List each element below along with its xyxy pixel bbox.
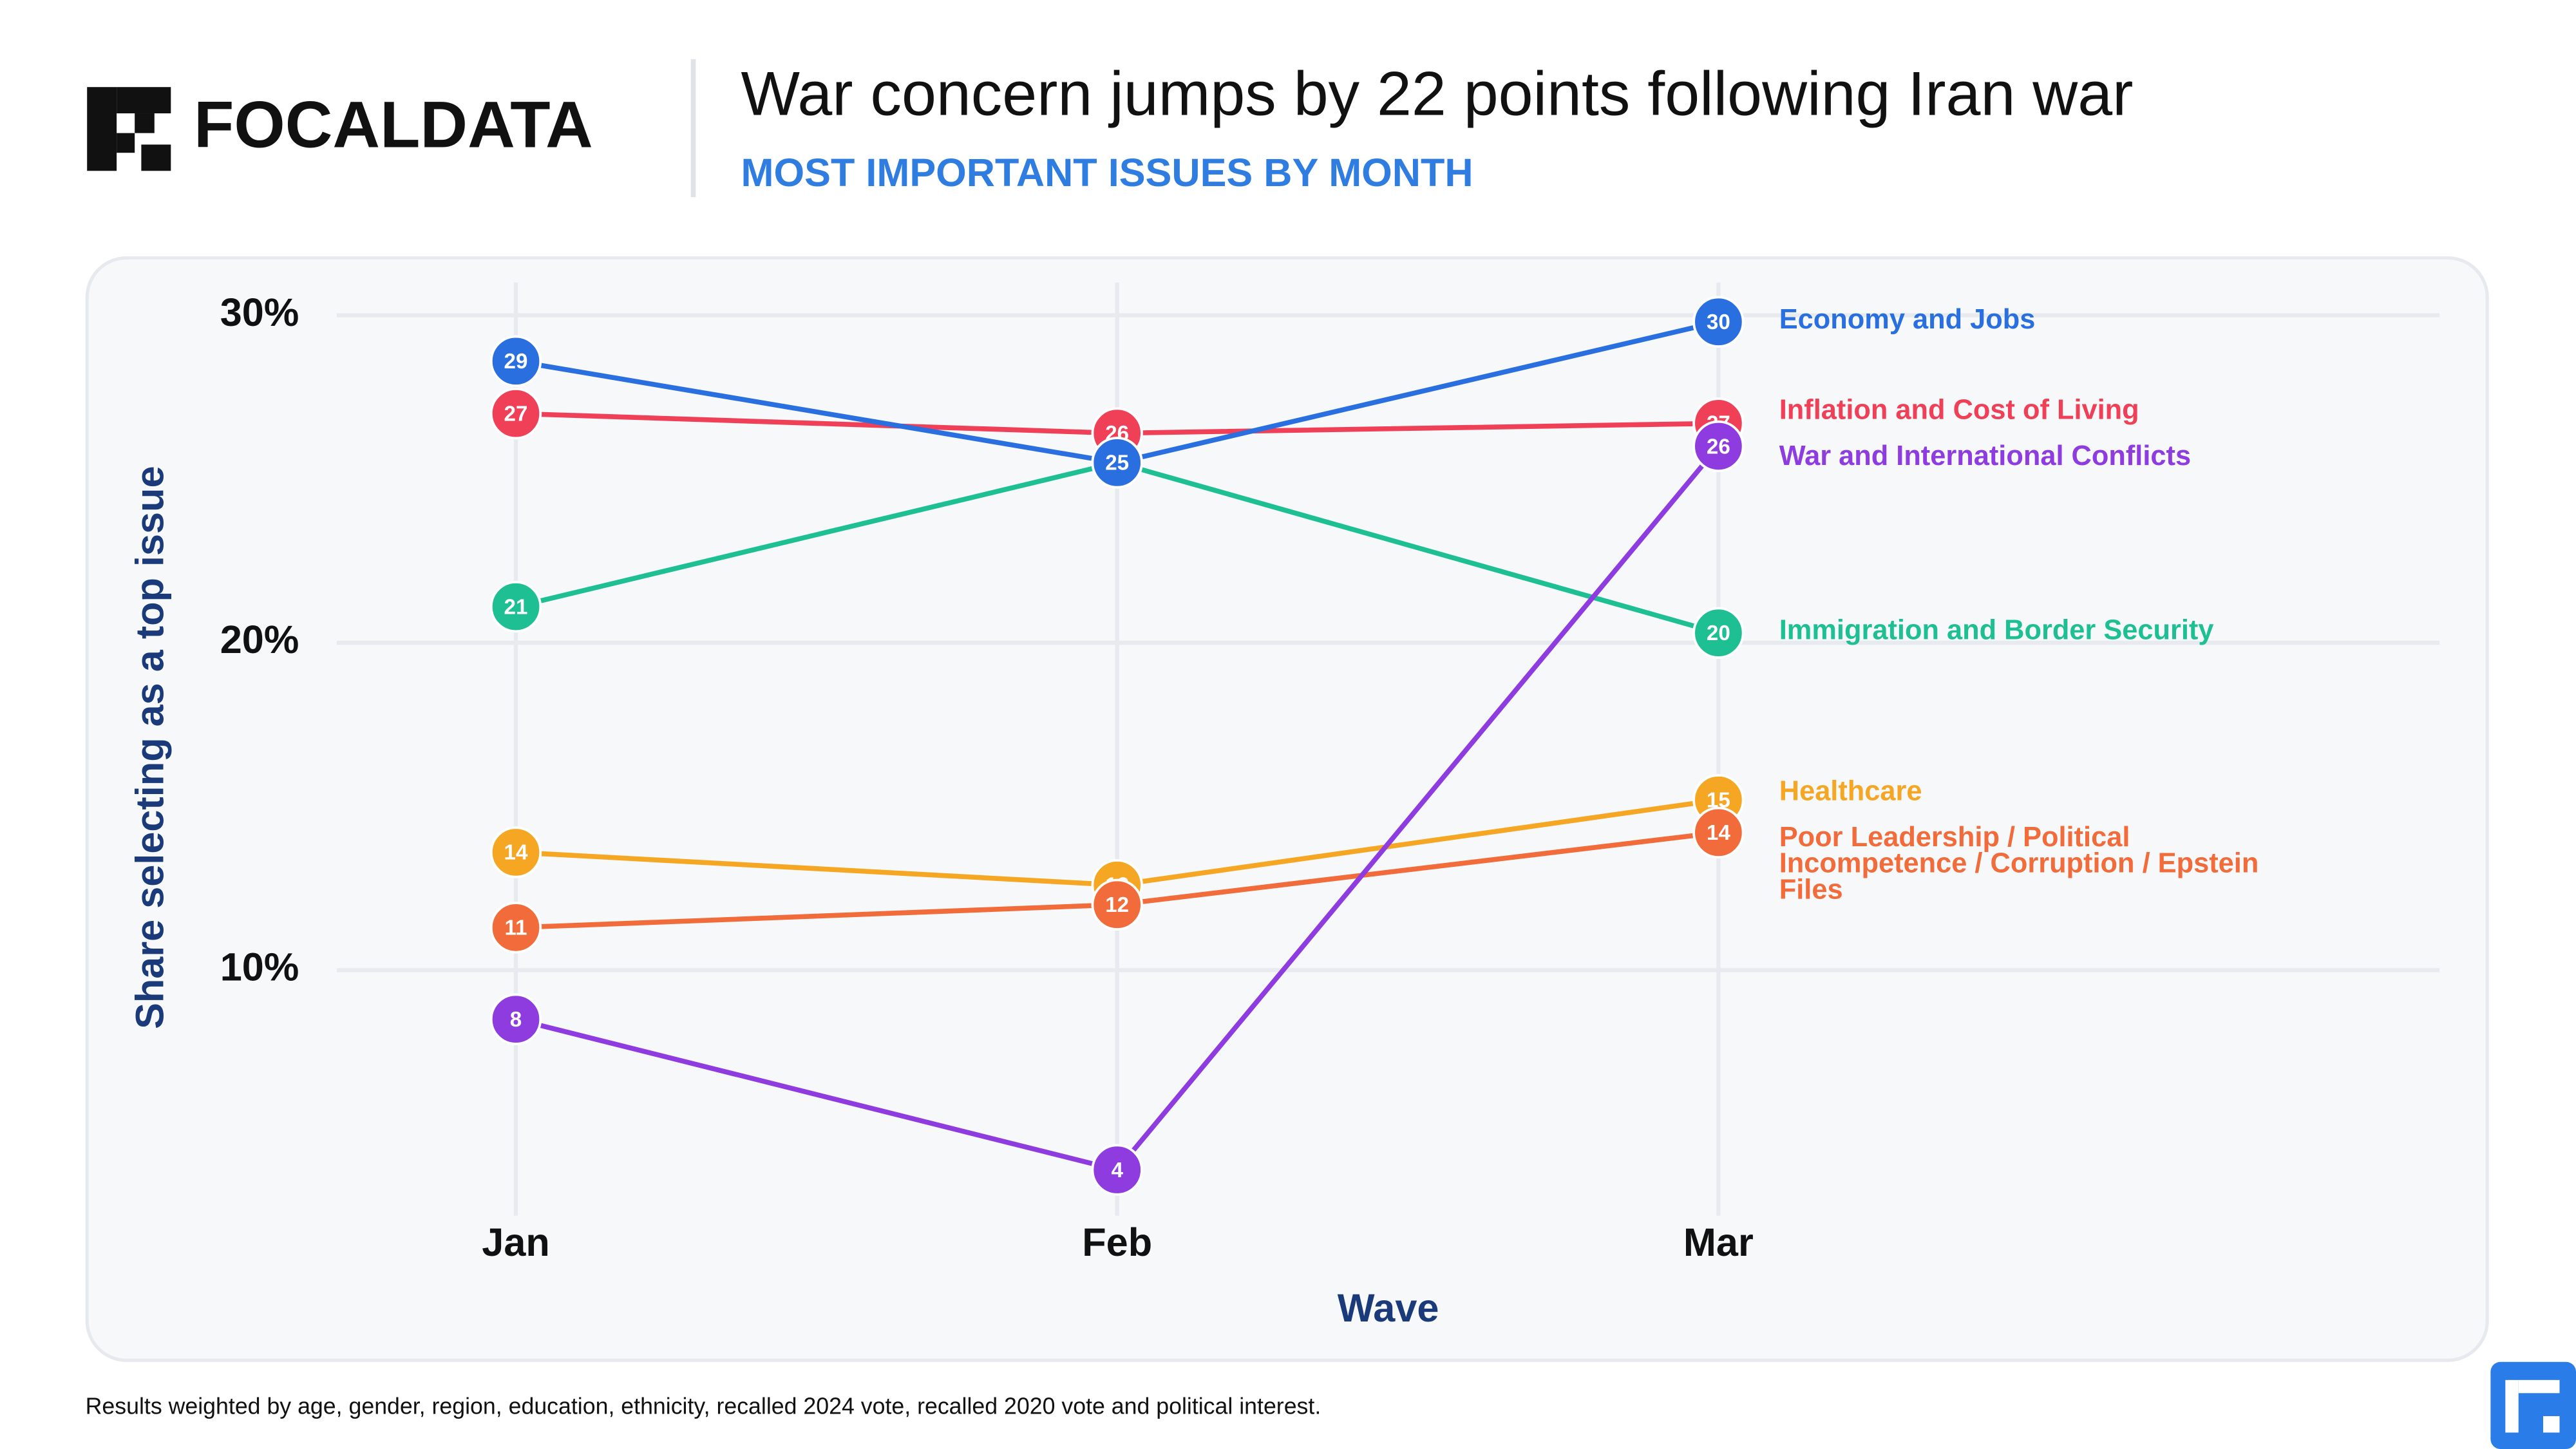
data-point <box>489 826 542 878</box>
data-label: 14 <box>1707 821 1730 845</box>
data-point <box>1091 437 1143 489</box>
data-point <box>489 993 542 1045</box>
data-label: 8 <box>510 1008 522 1032</box>
series-name: Healthcare <box>1779 778 1922 807</box>
data-point <box>1091 1144 1143 1196</box>
data-label: 27 <box>504 402 528 426</box>
y-axis-label: Share selecting as a top issue <box>128 466 171 1028</box>
y-tick-label: 20% <box>220 618 299 661</box>
series-label: Economy and Jobs <box>1779 307 2036 336</box>
data-label: 4 <box>1111 1159 1123 1182</box>
data-point <box>489 580 542 633</box>
chart-subtitle: MOST IMPORTANT ISSUES BY MONTH <box>741 151 1473 194</box>
x-tick-label: Mar <box>1683 1220 1754 1264</box>
data-label: 14 <box>504 841 528 865</box>
data-label: 30 <box>1707 310 1730 334</box>
series-label: War and International Conflicts <box>1779 442 2192 471</box>
series-name: Poor Leadership / Political Incompetence… <box>1779 824 2259 905</box>
series-name: War and International Conflicts <box>1779 442 2192 471</box>
series-name: Inflation and Cost of Living <box>1779 397 2139 425</box>
data-label: 25 <box>1105 451 1129 475</box>
data-point <box>1692 806 1745 859</box>
data-label: 21 <box>504 595 528 619</box>
brand: FOCALDATA <box>194 88 593 161</box>
data-point <box>489 902 542 954</box>
data-label: 26 <box>1707 435 1730 459</box>
data-label: 12 <box>1105 893 1129 917</box>
data-point <box>1692 607 1745 659</box>
data-point <box>489 387 542 440</box>
x-tick-label: Feb <box>1082 1220 1152 1264</box>
data-point <box>1692 296 1745 348</box>
y-tick-label: 30% <box>220 290 299 334</box>
data-point <box>1091 878 1143 931</box>
series-label: Healthcare <box>1779 778 1922 807</box>
y-tick-label: 10% <box>220 945 299 989</box>
x-axis-label: Wave <box>1338 1286 1439 1330</box>
corner-logo <box>2490 1361 2576 1449</box>
chart-title: War concern jumps by 22 points following… <box>741 59 2134 129</box>
series-label: Immigration and Border Security <box>1779 618 2214 647</box>
data-point <box>489 335 542 387</box>
data-label: 20 <box>1707 621 1730 645</box>
footnote: Results weighted by age, gender, region,… <box>86 1394 1321 1419</box>
data-label: 11 <box>504 916 527 940</box>
series-name: Immigration and Border Security <box>1779 618 2214 647</box>
data-point <box>1692 420 1745 473</box>
series-name: Economy and Jobs <box>1779 307 2036 336</box>
data-label: 29 <box>504 350 528 374</box>
series-label: Inflation and Cost of Living <box>1779 397 2139 425</box>
plot-panel <box>85 256 2489 1362</box>
x-tick-label: Jan <box>482 1220 549 1264</box>
series-label: Poor Leadership / Political Incompetence… <box>1779 824 2259 905</box>
logo-mark <box>87 87 171 171</box>
